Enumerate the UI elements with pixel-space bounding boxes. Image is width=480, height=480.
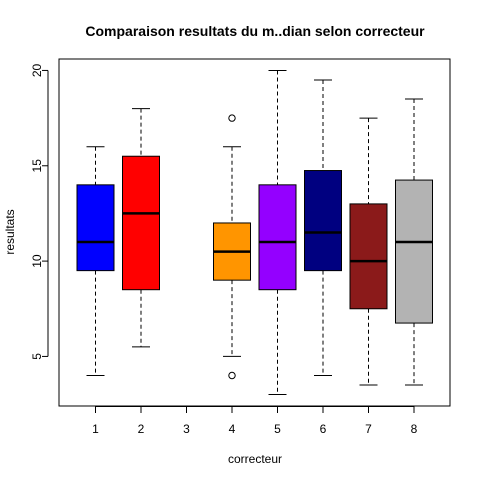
y-tick-label: 5 — [30, 353, 44, 360]
x-tick-label: 5 — [274, 422, 281, 436]
x-tick-label: 6 — [320, 422, 327, 436]
y-tick-label: 10 — [30, 254, 44, 268]
x-tick-label: 4 — [229, 422, 236, 436]
box-category-5 — [258, 184, 297, 291]
box-category-2 — [122, 155, 160, 291]
x-tick-label: 3 — [183, 422, 190, 436]
y-tick-label: 15 — [30, 159, 44, 173]
box-category-1 — [76, 184, 115, 272]
x-tick-label: 7 — [365, 422, 372, 436]
box-category-7 — [349, 203, 388, 310]
outlier-point — [228, 114, 236, 122]
chart-title: Comparaison resultats du m..dian selon c… — [85, 23, 425, 39]
y-axis-label: resultats — [3, 209, 17, 254]
plot-area: 5 10 15 20 1 2 3 4 5 6 7 8 — [30, 58, 451, 436]
plot-frame — [58, 58, 451, 407]
x-axis-label: correcteur — [228, 452, 282, 466]
outlier-point — [228, 371, 236, 380]
y-tick-label: 20 — [30, 63, 44, 77]
x-tick-label: 2 — [138, 422, 145, 436]
x-tick-label: 1 — [92, 422, 99, 436]
box-category-6 — [304, 170, 342, 272]
box-category-8 — [395, 179, 433, 324]
x-tick-label: 8 — [411, 422, 418, 436]
